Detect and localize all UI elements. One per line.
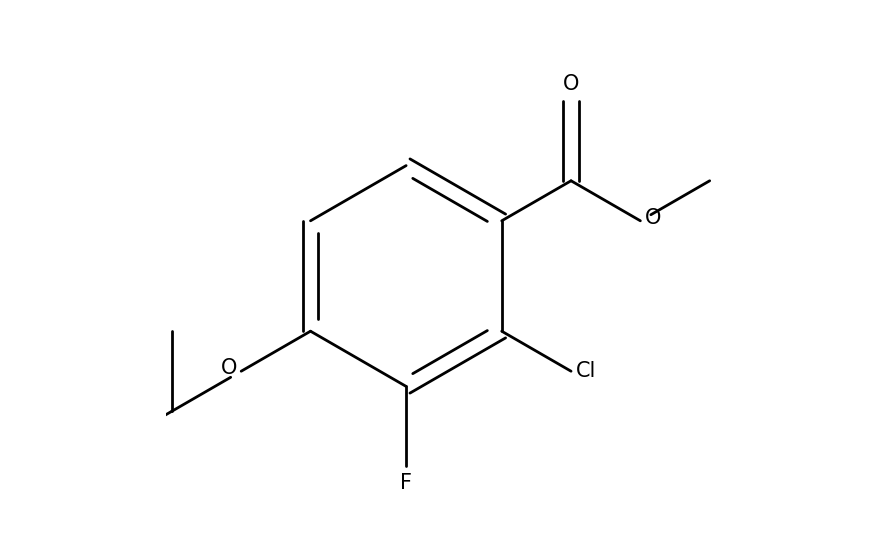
Text: F: F [400,473,412,493]
Text: Cl: Cl [575,361,596,381]
Text: O: O [220,358,237,379]
Text: O: O [644,208,661,228]
Text: O: O [563,74,579,94]
